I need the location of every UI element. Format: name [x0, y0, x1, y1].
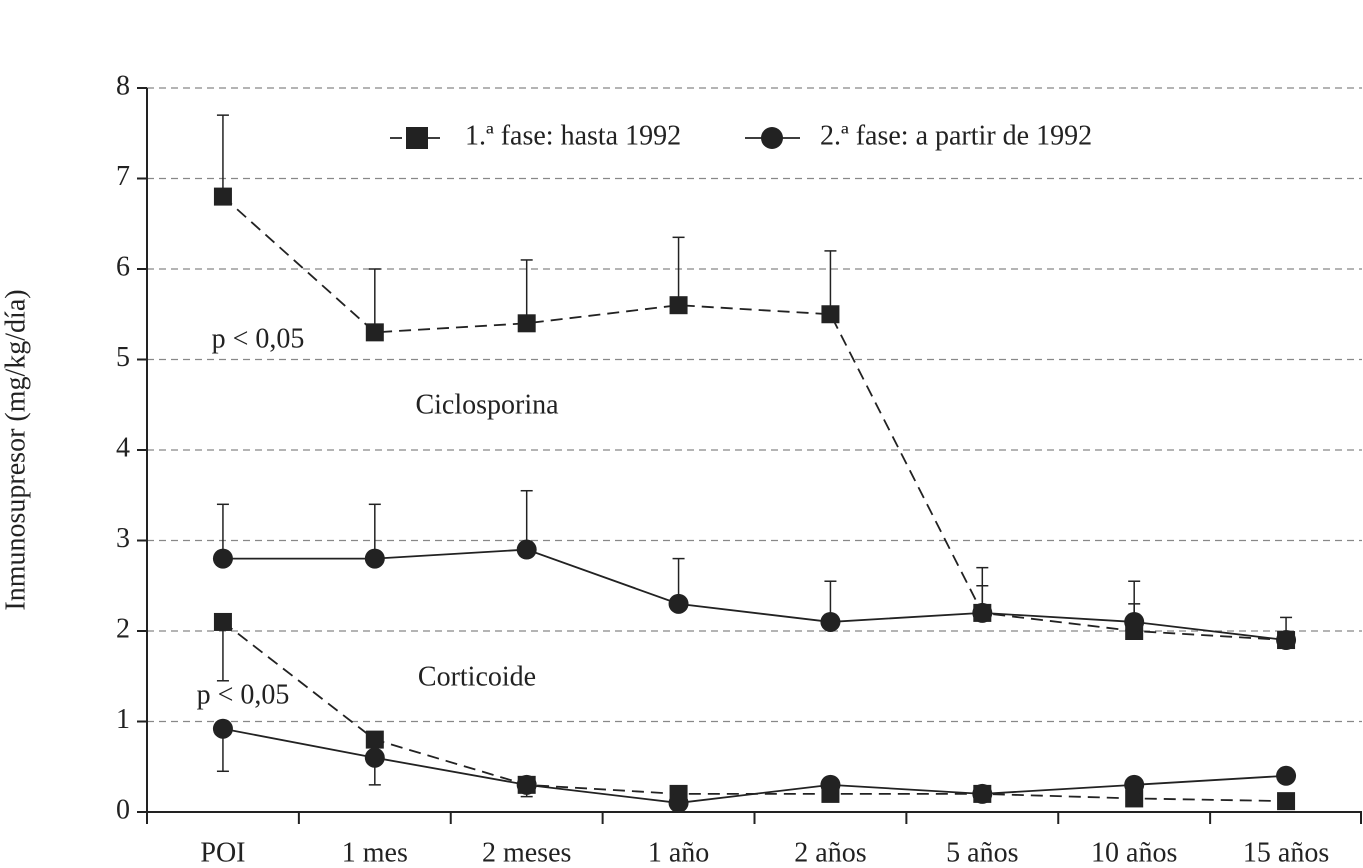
y-tick-label: 2: [116, 613, 130, 644]
data-point: [364, 747, 385, 768]
series-line: [222, 548, 1287, 641]
data-point: [1124, 611, 1145, 632]
y-tick-label: 7: [116, 161, 130, 192]
data-point: [1276, 630, 1297, 651]
y-tick-label: 4: [116, 432, 130, 463]
group-label: Corticoide: [418, 661, 536, 692]
data-point: [365, 323, 384, 342]
x-tick-label: 2 meses: [482, 837, 571, 868]
data-point: [212, 718, 233, 739]
data-point: [669, 296, 688, 315]
data-point: [516, 774, 537, 795]
x-tick-label: 10 años: [1091, 837, 1177, 868]
y-axis-label: Inmunosupresor (mg/kg/día): [0, 289, 31, 610]
group-label: Ciclosporina: [415, 389, 559, 420]
y-tick-label: 5: [116, 342, 130, 373]
data-point: [365, 730, 384, 749]
data-point: [1124, 774, 1145, 795]
x-tick-label: 15 años: [1243, 837, 1329, 868]
x-tick-label: 2 años: [794, 837, 866, 868]
y-tick-label: 1: [116, 704, 130, 735]
data-point: [972, 783, 993, 804]
data-point: [1276, 765, 1297, 786]
x-tick-label: 1 mes: [342, 837, 408, 868]
data-point: [1125, 789, 1144, 808]
legend-marker: [406, 127, 428, 149]
data-point: [972, 602, 993, 623]
data-point: [212, 548, 233, 569]
legend-label: 2.ª fase: a partir de 1992: [820, 120, 1092, 151]
y-tick-label: 3: [116, 523, 130, 554]
data-point: [820, 774, 841, 795]
series-line: [222, 727, 1287, 804]
y-tick-label: 0: [116, 794, 130, 825]
series-line: [222, 621, 1287, 803]
data-point: [517, 314, 536, 333]
x-tick-label: 5 años: [946, 837, 1018, 868]
x-tick-label: POI: [200, 837, 245, 868]
data-point: [213, 187, 232, 206]
annotation: p < 0,05: [212, 323, 305, 354]
legend-label: 1.ª fase: hasta 1992: [465, 120, 681, 151]
y-tick-label: 6: [116, 251, 130, 282]
legend-marker: [761, 127, 783, 149]
y-tick-label: 8: [116, 70, 130, 101]
data-point: [668, 792, 689, 813]
data-point: [213, 612, 232, 631]
x-tick-label: 1 año: [648, 837, 709, 868]
data-point: [821, 305, 840, 324]
data-point: [516, 539, 537, 560]
data-point: [364, 548, 385, 569]
data-point: [668, 593, 689, 614]
data-point: [1277, 792, 1296, 811]
series-line: [222, 195, 1287, 641]
annotation: p < 0,05: [197, 679, 290, 710]
data-point: [820, 611, 841, 632]
